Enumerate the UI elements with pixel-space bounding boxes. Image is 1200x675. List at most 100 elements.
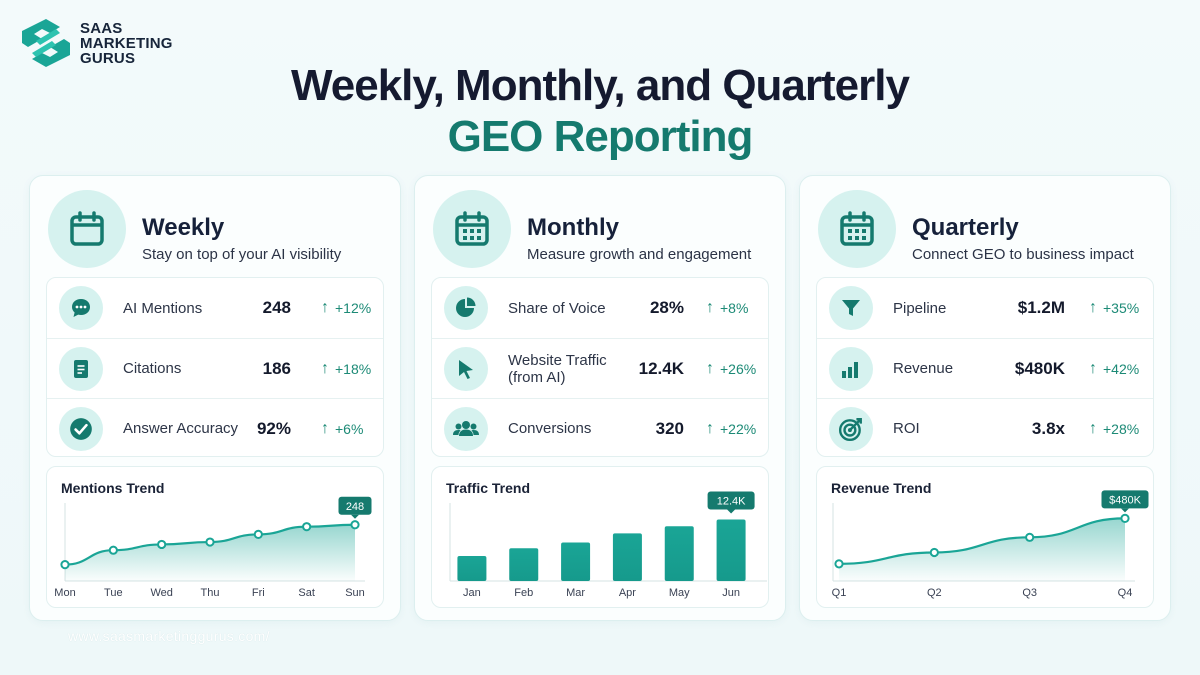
metric-label: Website Traffic (from AI) (508, 351, 607, 386)
metric-row-citations[interactable]: Citations 186 ↑ +18% (47, 338, 383, 398)
point-sat (302, 522, 312, 532)
callout-label: 248 (346, 501, 364, 513)
bar-jun (716, 519, 746, 581)
trend-area (65, 524, 355, 581)
weekly-card: Weekly Stay on top of your AI visibility… (29, 175, 401, 621)
monthly-card: Monthly Measure growth and engagement Sh… (414, 175, 786, 621)
metric-label: Citations (123, 360, 182, 377)
target-icon (829, 406, 873, 451)
point-q1 (834, 559, 844, 569)
metric-label: Conversions (508, 420, 592, 437)
callout-badge: 248 (338, 496, 372, 519)
bar-mar (561, 542, 591, 581)
point-q4 (1120, 513, 1130, 523)
x-tick-jun: Jun (722, 587, 740, 599)
metric-value: 12.4K (638, 358, 684, 378)
chart-title: Traffic Trend (446, 480, 531, 496)
metric-change-value: +26% (720, 360, 757, 377)
brand-logo[interactable]: SAAS MARKETING GURUS (20, 17, 173, 69)
brand-line-2: MARKETING (80, 34, 173, 52)
metric-change-value: +6% (335, 420, 364, 437)
footer-url[interactable]: www.saasmarketinggurus.com/ (68, 628, 270, 644)
callout-label: $480K (1109, 494, 1141, 506)
x-tick-apr: Apr (619, 587, 636, 599)
arrow-up-icon: ↑ (1089, 359, 1097, 377)
card-title: Weekly (142, 214, 225, 241)
chart-canvas: Jan Feb Mar Apr May Jun 12.4K (449, 491, 767, 599)
x-tick-thu: Thu (201, 587, 220, 599)
metric-change-value: +35% (1103, 300, 1140, 316)
metric-change: ↑ +8% (706, 299, 748, 317)
metric-row-answer-accuracy[interactable]: Answer Accuracy 92% ↑ +6% (47, 398, 383, 458)
metric-row-revenue[interactable]: Revenue $480K ↑ +42% (817, 338, 1153, 398)
page-title: Weekly, Monthly, and Quarterly GEO Repor… (0, 60, 1200, 162)
metric-change-value: +28% (1103, 420, 1140, 437)
metric-change: ↑ +6% (321, 420, 363, 438)
metric-row-share-of-voice[interactable]: Share of Voice 28% ↑ +8% (432, 278, 768, 338)
metrics-list: AI Mentions 248 ↑ +12% Citations 186 ↑ +18… (46, 277, 384, 457)
callout-label: 12.4K (717, 495, 746, 507)
card-header: Weekly Stay on top of your AI visibility (48, 190, 390, 270)
metric-change: ↑ +12% (321, 299, 371, 317)
brand-line-1: SAAS (80, 19, 123, 37)
check-circle-icon (59, 406, 103, 451)
chart-title: Revenue Trend (831, 480, 932, 496)
bar-apr (612, 533, 642, 581)
trend-line (838, 517, 1126, 565)
x-tick-sun: Sun (345, 587, 365, 599)
point-wed (157, 539, 167, 550)
metric-value: 92% (256, 418, 291, 438)
title-line-2: GEO Reporting (447, 112, 754, 161)
metric-change: ↑ +22% (706, 420, 756, 438)
logo-mark-icon (22, 19, 70, 67)
arrow-up-icon: ↑ (1089, 419, 1097, 437)
callout-badge: 12.4K (707, 491, 755, 514)
calendar-grid-icon (818, 190, 896, 268)
revenue-trend-chart: Revenue Trend Q1 Q2 Q3 Q4 $480K (816, 466, 1154, 608)
x-tick-sat: Sat (298, 587, 315, 599)
metric-row-roi[interactable]: ROI 3.8x ↑ +28% (817, 398, 1153, 458)
arrow-up-icon: ↑ (321, 359, 329, 377)
card-subtitle: Stay on top of your AI visibility (142, 246, 342, 263)
metric-value: $480K (1014, 358, 1065, 378)
card-subtitle: Measure growth and engagement (527, 246, 752, 263)
title-line-1: Weekly, Monthly, and Quarterly (291, 61, 910, 110)
cursor-icon (444, 346, 488, 391)
point-q3 (1025, 532, 1035, 542)
metric-change-value: +42% (1103, 360, 1140, 377)
point-fri (253, 529, 263, 539)
x-tick-jan: Jan (463, 587, 481, 599)
card-header: Monthly Measure growth and engagement (433, 190, 775, 270)
card-title: Monthly (527, 214, 619, 241)
metric-row-pipeline[interactable]: Pipeline $1.2M ↑ +35% (817, 278, 1153, 338)
calendar-icon (48, 190, 126, 268)
metric-value: 248 (262, 298, 291, 317)
funnel-icon (829, 286, 873, 330)
x-tick-q1: Q1 (832, 587, 847, 599)
chart-title: Mentions Trend (61, 480, 165, 496)
metric-change-value: +8% (720, 300, 749, 316)
quarterly-card: Quarterly Connect GEO to business impact… (799, 175, 1171, 621)
card-title: Quarterly (912, 214, 1019, 241)
metric-value: 3.8x (1031, 418, 1065, 438)
x-tick-q3: Q3 (1022, 587, 1037, 599)
metric-value: $1.2M (1017, 298, 1065, 317)
metric-row-ai-mentions[interactable]: AI Mentions 248 ↑ +12% (47, 278, 383, 338)
x-tick-tue: Tue (104, 587, 123, 599)
metric-label: ROI (893, 420, 920, 437)
arrow-up-icon: ↑ (321, 299, 329, 316)
metric-row-website-traffic[interactable]: Website Traffic (from AI) 12.4K ↑ +26% (432, 338, 768, 398)
metric-label: Answer Accuracy (123, 420, 239, 437)
bar-jan (457, 555, 487, 581)
x-tick-feb: Feb (514, 587, 533, 599)
brand-line-3: GURUS (80, 49, 136, 67)
metric-change: ↑ +18% (321, 360, 371, 378)
trend-area (839, 518, 1125, 581)
brand-name: SAAS MARKETING GURUS (80, 21, 173, 66)
point-q2 (929, 547, 939, 558)
arrow-up-icon: ↑ (321, 419, 329, 437)
metrics-list: Pipeline $1.2M ↑ +35% Revenue $480K ↑ +42%… (816, 277, 1154, 457)
metric-row-conversions[interactable]: Conversions 320 ↑ +22% (432, 398, 768, 458)
point-sun (350, 520, 360, 530)
arrow-up-icon: ↑ (706, 359, 714, 377)
